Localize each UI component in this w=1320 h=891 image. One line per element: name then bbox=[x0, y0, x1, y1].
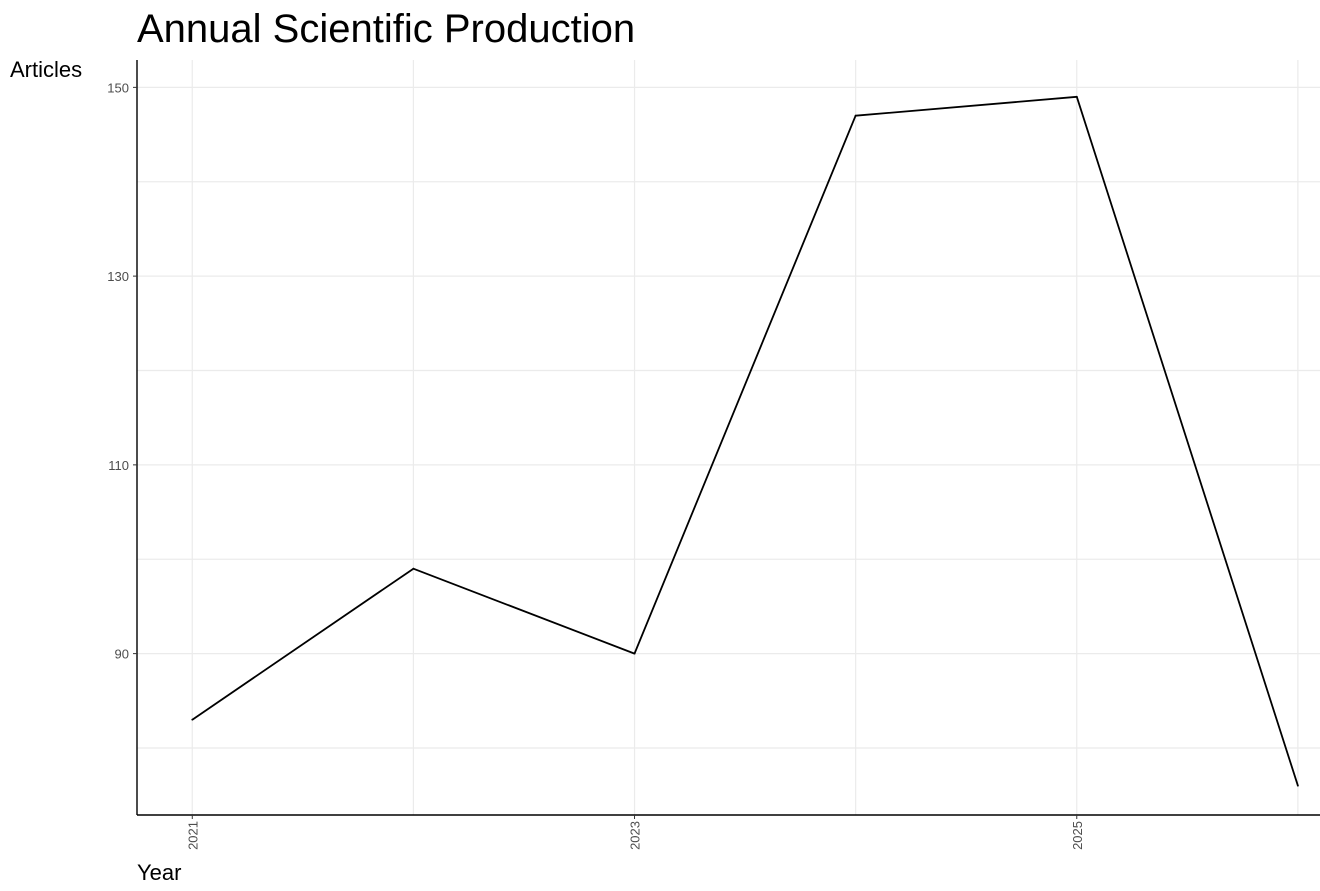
axis-layer bbox=[133, 60, 1320, 819]
y-tick-label: 110 bbox=[108, 458, 129, 473]
data-point bbox=[1075, 95, 1078, 98]
y-tick-label: 150 bbox=[107, 80, 129, 95]
data-point bbox=[854, 114, 857, 117]
x-tick-label: 2025 bbox=[1070, 821, 1085, 850]
y-tick-label: 130 bbox=[107, 269, 129, 284]
tick-label-layer: 90 110 130 150 2021 2023 2025 bbox=[107, 80, 1084, 850]
data-point bbox=[1296, 784, 1299, 787]
x-tick-label: 2021 bbox=[185, 821, 200, 850]
y-tick-label: 90 bbox=[115, 647, 129, 662]
grid-layer bbox=[137, 60, 1320, 815]
y-axis-title: Articles bbox=[10, 57, 82, 82]
data-point bbox=[633, 652, 636, 655]
data-point bbox=[191, 718, 194, 721]
series-line bbox=[191, 95, 1299, 786]
data-point bbox=[412, 567, 415, 570]
series-layer bbox=[191, 95, 1299, 787]
x-axis-title: Year bbox=[137, 860, 181, 885]
chart-title: Annual Scientific Production bbox=[137, 7, 635, 51]
x-tick-label: 2023 bbox=[628, 821, 643, 850]
